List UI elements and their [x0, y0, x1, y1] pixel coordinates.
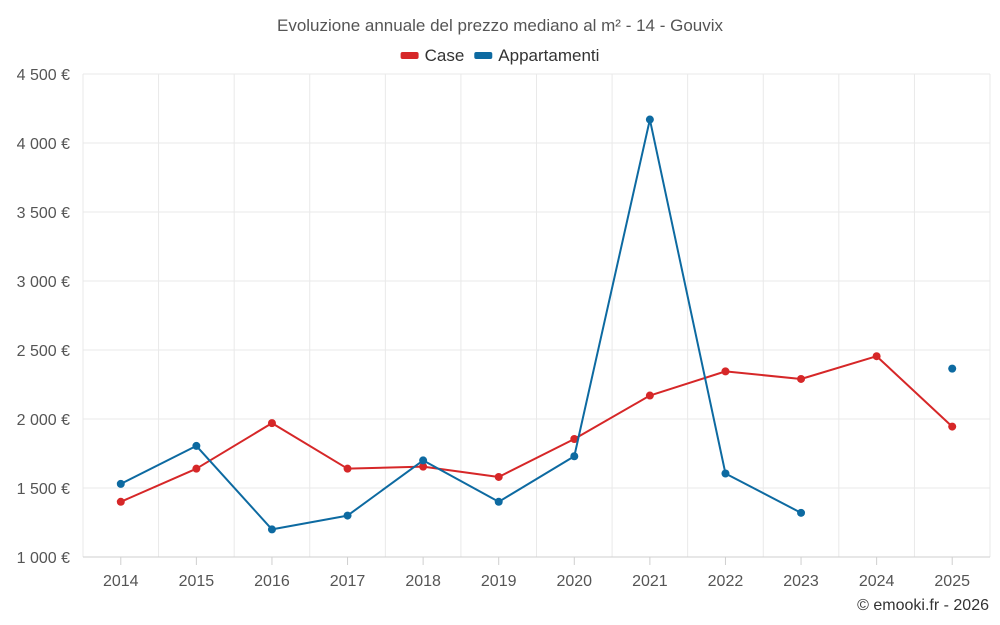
chart-title: Evoluzione annuale del prezzo mediano al…: [277, 16, 724, 35]
series-line: [120, 118, 802, 531]
axes: 1 000 € 1 500 € 2 000 € 2 500 € 3 000 € 3 500…: [17, 67, 990, 590]
y-tick-label: 3 500 €: [17, 205, 70, 222]
data-point[interactable]: [797, 508, 806, 517]
data-point[interactable]: [721, 469, 730, 478]
data-point[interactable]: [872, 352, 881, 361]
data-point[interactable]: [948, 364, 957, 373]
credit-text: © emooki.fr - 2026: [857, 597, 989, 614]
data-point[interactable]: [419, 462, 428, 471]
series-line: [120, 355, 953, 503]
x-tick-label: 2019: [481, 573, 517, 590]
y-tick-label: 4 000 €: [17, 136, 70, 153]
y-tick-label: 2 000 €: [17, 412, 70, 429]
grid: [82, 73, 991, 558]
data-point[interactable]: [645, 391, 654, 400]
x-tick-label: 2025: [934, 573, 970, 590]
data-point[interactable]: [267, 525, 276, 534]
x-tick-label: 2024: [859, 573, 895, 590]
data-point[interactable]: [494, 497, 503, 506]
series-layer: [116, 115, 957, 534]
data-point[interactable]: [645, 115, 654, 124]
series-case: [116, 352, 957, 506]
y-tick-label: 2 500 €: [17, 343, 70, 360]
x-tick-label: 2023: [783, 573, 819, 590]
data-point[interactable]: [343, 464, 352, 473]
data-point[interactable]: [721, 367, 730, 376]
data-point[interactable]: [570, 452, 579, 461]
y-tick-label: 3 000 €: [17, 274, 70, 291]
data-point[interactable]: [570, 435, 579, 444]
data-point[interactable]: [267, 419, 276, 428]
legend-label: Appartamenti: [498, 46, 599, 65]
legend-item-case[interactable]: Case: [400, 46, 465, 65]
data-point[interactable]: [192, 441, 201, 450]
x-tick-label: 2021: [632, 573, 668, 590]
series-appartamenti: [116, 115, 957, 534]
legend-item-appartamenti[interactable]: Appartamenti: [474, 46, 599, 65]
data-point[interactable]: [797, 374, 806, 383]
x-tick-label: 2022: [708, 573, 744, 590]
y-tick-label: 1 500 €: [17, 481, 70, 498]
x-tick-label: 2016: [254, 573, 290, 590]
data-point[interactable]: [192, 464, 201, 473]
legend: Case Appartamenti: [400, 46, 599, 65]
legend-swatch: [474, 52, 493, 59]
data-point[interactable]: [494, 472, 503, 481]
y-tick-label: 4 500 €: [17, 67, 70, 84]
legend-swatch: [400, 52, 419, 59]
data-point[interactable]: [343, 511, 352, 520]
data-point[interactable]: [116, 479, 125, 488]
legend-label: Case: [425, 46, 465, 65]
x-tick-label: 2020: [556, 573, 592, 590]
x-tick-label: 2014: [103, 573, 139, 590]
data-point[interactable]: [948, 422, 957, 431]
x-tick-label: 2017: [330, 573, 366, 590]
y-tick-label: 1 000 €: [17, 550, 70, 567]
x-tick-label: 2015: [179, 573, 215, 590]
x-tick-label: 2018: [405, 573, 441, 590]
data-point[interactable]: [419, 456, 428, 465]
data-point[interactable]: [116, 497, 125, 506]
